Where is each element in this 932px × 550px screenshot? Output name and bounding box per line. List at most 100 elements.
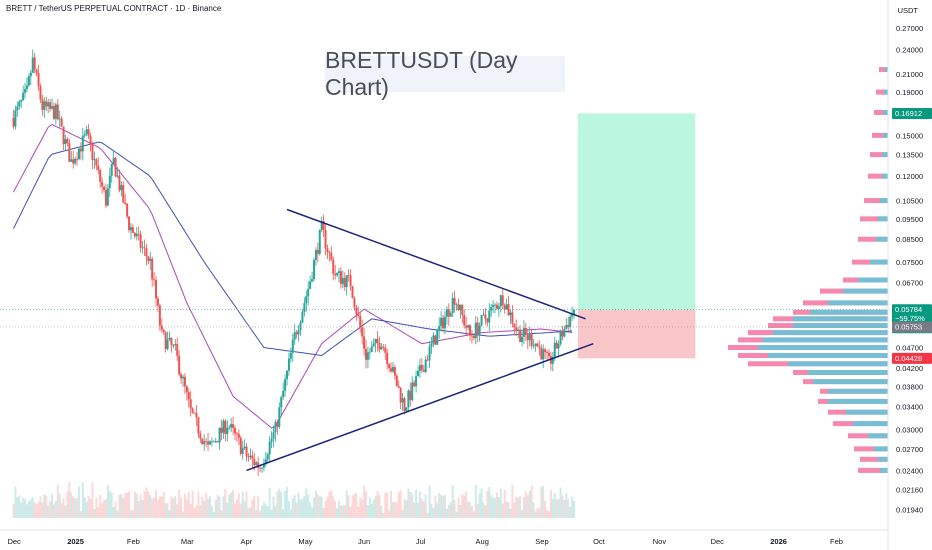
candle-276 <box>544 347 547 359</box>
volume-bar-35 <box>79 511 82 518</box>
vp-bar-up-22 <box>876 236 888 242</box>
volume-bar-180 <box>359 497 362 518</box>
vp-bar-up-9 <box>808 370 888 376</box>
candle-4 <box>20 99 23 109</box>
volume-bar-152 <box>305 488 308 518</box>
vp-bar-up-12 <box>758 345 888 351</box>
candle-286 <box>563 325 566 338</box>
candle-40 <box>89 132 92 152</box>
candle-53 <box>114 156 117 178</box>
candle-44 <box>97 157 100 175</box>
volume-bar-220 <box>436 503 439 518</box>
candle-86 <box>178 350 181 377</box>
volume-bar-153 <box>307 494 310 518</box>
vp-bar-up-26 <box>882 152 888 158</box>
candle-209 <box>415 370 418 393</box>
candle-285 <box>561 325 564 341</box>
candle-160 <box>320 216 323 233</box>
volume-bar-113 <box>230 492 233 518</box>
candle-131 <box>264 451 267 467</box>
candle-184 <box>366 346 369 369</box>
candle-207 <box>411 376 414 402</box>
volume-bar-166 <box>332 495 335 518</box>
candle-66 <box>139 230 142 253</box>
candle-3 <box>18 99 21 110</box>
volume-bar-2 <box>16 497 19 518</box>
volume-bar-290 <box>571 496 574 518</box>
candle-234 <box>463 309 466 329</box>
volume-bar-163 <box>326 496 329 518</box>
vp-bar-30 <box>879 67 888 73</box>
volume-bar-281 <box>553 493 556 518</box>
volume-bar-130 <box>262 501 265 518</box>
volume-bar-230 <box>455 511 458 518</box>
y-tick-13: 0.04200 <box>896 364 923 373</box>
volume-bar-93 <box>191 490 194 518</box>
vp-bar-up-2 <box>874 446 888 452</box>
volume-bar-89 <box>183 493 186 518</box>
candle-39 <box>87 124 90 139</box>
volume-bar-250 <box>494 497 497 518</box>
volume-bar-212 <box>420 499 423 518</box>
candle-166 <box>332 256 335 281</box>
candle-70 <box>147 255 150 265</box>
candle-268 <box>528 326 531 347</box>
candle-56 <box>120 181 123 197</box>
volume-bar-100 <box>205 492 208 518</box>
candle-246 <box>486 317 489 327</box>
vp-bar-up-5 <box>846 409 888 415</box>
vp-bar-up-28 <box>883 109 888 115</box>
vp-bar-22 <box>858 236 888 242</box>
candle-213 <box>422 364 425 372</box>
candle-236 <box>467 324 470 331</box>
candle-247 <box>488 303 491 332</box>
volume-bar-56 <box>120 493 123 518</box>
candle-255 <box>503 303 506 314</box>
volume-bar-42 <box>93 509 96 518</box>
volume-bar-102 <box>208 496 211 518</box>
volume-bar-92 <box>189 503 192 518</box>
volume-bar-244 <box>482 502 485 518</box>
volume-bar-239 <box>472 511 475 518</box>
candle-187 <box>372 338 375 347</box>
volume-bar-49 <box>106 485 109 518</box>
volume-bar-159 <box>318 496 321 518</box>
volume-bar-148 <box>297 492 300 518</box>
candle-161 <box>322 214 325 238</box>
candle-273 <box>538 340 541 356</box>
candle-116 <box>235 431 238 442</box>
candle-201 <box>399 387 402 410</box>
candle-78 <box>162 328 165 336</box>
candle-220 <box>436 328 439 345</box>
candle-279 <box>549 351 552 371</box>
volume-bar-248 <box>490 495 493 518</box>
volume-bar-131 <box>264 504 267 518</box>
volume-bar-81 <box>168 510 171 518</box>
candles[interactable] <box>12 49 576 477</box>
volume-bar-227 <box>449 501 452 518</box>
candle-110 <box>224 419 227 442</box>
candle-269 <box>530 329 533 350</box>
volume-bar-74 <box>155 490 158 518</box>
candle-165 <box>330 246 333 262</box>
volume-bar-112 <box>228 494 231 518</box>
candle-33 <box>76 151 79 166</box>
candle-221 <box>438 317 441 339</box>
volume-bar-136 <box>274 506 277 518</box>
candle-287 <box>565 318 568 330</box>
volume-bar-7 <box>25 504 28 518</box>
volume-bar-259 <box>511 485 514 518</box>
candle-62 <box>131 224 134 233</box>
volume-bar-198 <box>393 501 396 518</box>
candle-129 <box>260 467 263 473</box>
x-tick-3: Mar <box>181 537 194 546</box>
volume-bar-84 <box>174 496 177 518</box>
volume-bar-241 <box>476 503 479 518</box>
candle-230 <box>455 302 458 311</box>
volume-bar-210 <box>416 502 419 518</box>
price-label-text-3-0: 0.04428 <box>895 354 922 363</box>
volume-bar-145 <box>291 498 294 518</box>
volume-bar-194 <box>386 492 389 518</box>
volume-bar-274 <box>540 486 543 518</box>
